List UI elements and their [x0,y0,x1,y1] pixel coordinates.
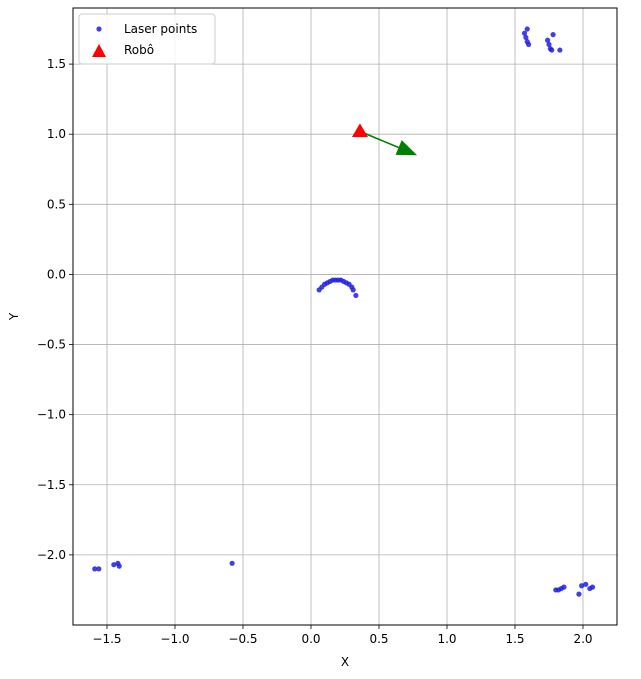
x-tick-label: 0.0 [301,632,320,646]
point-laser-points [549,47,555,53]
point-laser-points [111,562,117,568]
x-tick-label: −1.5 [92,632,121,646]
point-laser-points [521,30,528,36]
point-laser-points [523,34,529,41]
point-laser-points [116,563,122,569]
legend-box [78,13,216,65]
y-tick-label: 1.5 [47,57,66,71]
grid [73,8,617,625]
point-laser-points [92,566,98,572]
y-tick-label: −1.5 [37,478,66,492]
heading-arrow-head [395,140,418,156]
y-axis-label: Y [7,312,21,321]
point-laser-points [229,560,235,566]
heading-arrow-shaft [359,130,399,149]
point-robo [351,123,368,137]
legend-marker-laser-points [96,26,102,32]
legend-label-robo: Robô [124,43,154,57]
point-laser-points [550,32,556,38]
x-tick-label: 1.5 [505,632,524,646]
x-tick-label: 0.5 [369,632,388,646]
point-laser-points [546,41,552,48]
legend: Laser points Robô [78,13,216,65]
y-tick-label: 0.5 [47,197,66,211]
point-laser-points [96,566,102,572]
point-laser-points [545,37,551,43]
x-tick-label: −0.5 [228,632,257,646]
legend-label-laser-points: Laser points [124,22,197,36]
y-tick-label: −1.0 [37,408,66,422]
x-axis-label: X [341,655,349,669]
x-tick-label: 1.0 [437,632,456,646]
point-laser-points [350,287,356,293]
axis-ticks: −1.5 −1.0 −0.5 0.0 0.5 1.0 1.5 2.0 −2.0 −1.5 −1.0 −… [37,57,593,646]
point-laser-points [579,583,585,589]
y-tick-label: 0.0 [47,267,66,281]
x-tick-label: 2.0 [573,632,592,646]
y-tick-label: −0.5 [37,338,66,352]
point-laser-points [557,47,563,53]
point-laser-points [526,41,532,48]
plot-frame [72,7,618,626]
point-laser-points [576,591,582,597]
legend-marker-robo [92,44,106,57]
x-tick-label: −1.0 [160,632,189,646]
point-laser-points [583,581,589,587]
point-laser-points [353,292,359,299]
y-tick-label: 1.0 [47,127,66,141]
plot-data [92,26,596,597]
point-laser-points [524,26,530,32]
y-tick-label: −2.0 [37,548,66,562]
point-laser-points [561,584,567,590]
point-laser-points [589,584,596,590]
